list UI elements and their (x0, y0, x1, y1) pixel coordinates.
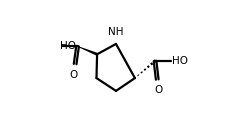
Text: O: O (154, 85, 162, 95)
Text: NH: NH (108, 27, 123, 37)
Text: HO: HO (60, 41, 76, 51)
Text: O: O (70, 70, 78, 80)
Polygon shape (77, 46, 97, 56)
Text: HO: HO (172, 56, 188, 66)
